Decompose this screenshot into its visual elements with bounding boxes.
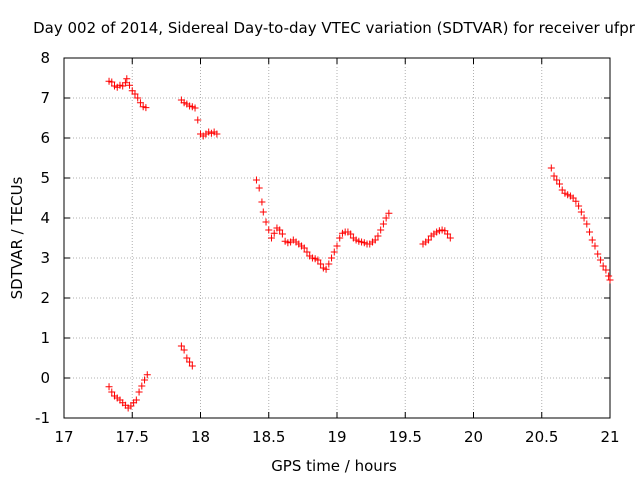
data-point [314, 256, 322, 264]
y-tick-label: 3 [40, 249, 50, 267]
y-tick-label: 1 [40, 329, 50, 347]
data-point [213, 130, 221, 138]
y-tick-label: 0 [40, 369, 50, 387]
data-point [553, 176, 561, 184]
y-tick-label: -1 [35, 409, 50, 427]
x-axis-label: GPS time / hours [271, 457, 397, 475]
data-point [577, 208, 585, 216]
data-point [123, 75, 131, 83]
data-point [444, 230, 452, 238]
data-point [186, 358, 194, 366]
data-point [262, 218, 270, 226]
data-point [134, 94, 142, 102]
x-tick-label: 18 [191, 428, 210, 446]
data-point [278, 230, 286, 238]
y-tick-label: 2 [40, 289, 50, 307]
y-tick-label: 5 [40, 169, 50, 187]
data-point [606, 276, 614, 284]
data-point [270, 229, 278, 237]
data-point [108, 78, 116, 86]
data-point [591, 242, 599, 250]
grid-lines [64, 58, 610, 418]
data-point [333, 242, 341, 250]
y-tick-label: 8 [40, 49, 50, 67]
data-point [255, 184, 263, 192]
x-tick-label: 21 [600, 428, 619, 446]
data-point [605, 272, 613, 280]
axis-ticks: 17 17.5 18 18.5 19 19.5 20 20.5 21 -1 0 1 2 3 4 5 6 7 8 [35, 49, 620, 446]
data-point [108, 388, 116, 396]
y-axis-label: SDTVAR / TECUs [8, 176, 26, 299]
data-point [586, 228, 594, 236]
data-point [377, 226, 385, 234]
data-point [303, 248, 311, 256]
x-tick-label: 20 [464, 428, 483, 446]
data-point [424, 236, 432, 244]
data-point [347, 230, 355, 238]
data-point [194, 116, 202, 124]
data-point [572, 197, 580, 205]
y-tick-label: 7 [40, 89, 50, 107]
data-point [330, 248, 338, 256]
data-point [143, 371, 151, 379]
data-point [136, 99, 144, 107]
data-point [105, 383, 113, 391]
data-point [379, 220, 387, 228]
data-point [252, 176, 260, 184]
data-point [596, 256, 604, 264]
data-point [550, 172, 558, 180]
x-tick-label: 17.5 [116, 428, 149, 446]
data-point [328, 254, 336, 262]
x-tick-label: 20.5 [525, 428, 558, 446]
x-tick-label: 18.5 [252, 428, 285, 446]
data-point [121, 79, 129, 87]
data-point [258, 198, 266, 206]
data-point [276, 226, 284, 234]
data-point [259, 208, 267, 216]
data-point [588, 236, 596, 244]
data-point [575, 202, 583, 210]
data-point [371, 236, 379, 244]
data-point [141, 376, 149, 384]
data-point [385, 209, 393, 217]
data-point [317, 260, 325, 268]
chart-title: Day 002 of 2014, Sidereal Day-to-day VTE… [33, 19, 636, 37]
data-point [132, 396, 140, 404]
data-point [336, 234, 344, 242]
data-point [180, 346, 188, 354]
data-point [177, 342, 185, 350]
data-point [594, 250, 602, 258]
data-point [583, 220, 591, 228]
data-point [580, 214, 588, 222]
x-tick-label: 19.5 [389, 428, 422, 446]
data-point [602, 266, 610, 274]
x-tick-label: 19 [327, 428, 346, 446]
y-tick-label: 4 [40, 209, 50, 227]
data-point [188, 362, 196, 370]
data-point [382, 214, 390, 222]
data-point [131, 90, 139, 98]
data-point [265, 226, 273, 234]
data-points [105, 75, 614, 412]
data-point [547, 164, 555, 172]
data-point [325, 260, 333, 268]
data-point [126, 81, 134, 89]
data-point [135, 388, 143, 396]
data-point [446, 234, 454, 242]
y-tick-label: 6 [40, 129, 50, 147]
data-point [599, 262, 607, 270]
data-point [374, 232, 382, 240]
data-point [267, 234, 275, 242]
data-point [183, 354, 191, 362]
data-point [322, 265, 330, 273]
data-point [138, 382, 146, 390]
data-point [191, 104, 199, 112]
data-point [142, 104, 150, 112]
data-point [555, 180, 563, 188]
x-tick-label: 17 [54, 428, 73, 446]
data-point [300, 244, 308, 252]
